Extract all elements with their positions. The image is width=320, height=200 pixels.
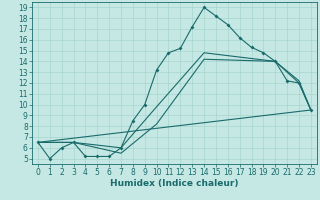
X-axis label: Humidex (Indice chaleur): Humidex (Indice chaleur): [110, 179, 239, 188]
